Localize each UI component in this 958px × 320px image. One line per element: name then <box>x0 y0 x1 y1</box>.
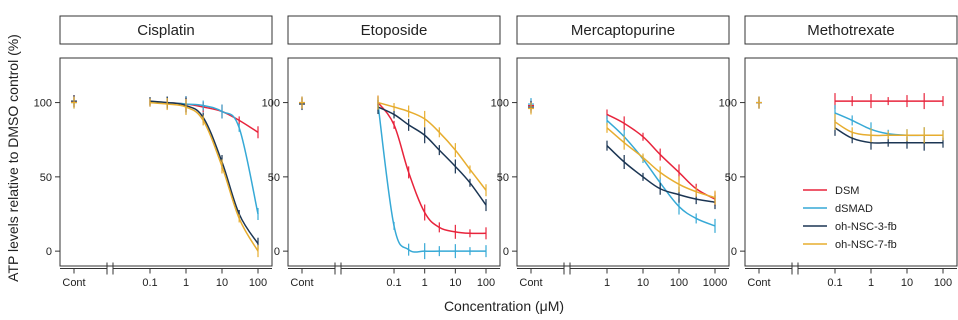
x-tick-label: 10 <box>216 277 228 289</box>
x-tick-label: 1000 <box>703 277 727 289</box>
legend-label: oh-NSC-3-fb <box>835 221 897 233</box>
x-tick-label: 10 <box>637 277 649 289</box>
x-tick-label-cont: Cont <box>290 277 313 289</box>
series-dsmad <box>528 98 716 233</box>
legend-label: oh-NSC-7-fb <box>835 239 897 251</box>
panel-title-box <box>287 15 501 45</box>
x-tick-label: 0.1 <box>827 277 842 289</box>
x-tick-label: 10 <box>449 277 461 289</box>
plot-frame <box>744 57 958 267</box>
y-tick-label: 100 <box>34 98 52 110</box>
x-tick-label: 100 <box>477 277 495 289</box>
series-line <box>377 106 487 206</box>
panel-methotrexate: Methotrexate Cont 0.1 1 10 100 0 50 100 DSM dSMAD o… <box>719 15 958 289</box>
y-tick-label: 0 <box>46 246 52 258</box>
x-tick-label-cont: Cont <box>519 277 542 289</box>
x-tick-label: 0.1 <box>142 277 157 289</box>
legend-label: DSM <box>835 185 859 197</box>
panel-title: Mercaptopurine <box>571 22 675 39</box>
series-line <box>149 101 259 252</box>
series-dsm <box>528 99 716 207</box>
x-tick-label: 100 <box>670 277 688 289</box>
y-tick-label: 50 <box>497 172 509 184</box>
y-tick-label: 0 <box>503 246 509 258</box>
series-oh-nsc-7-fb <box>756 96 944 144</box>
y-tick-label: 100 <box>262 98 280 110</box>
plot-frame <box>516 57 730 267</box>
series-oh-nsc-3-fb <box>528 101 716 210</box>
series-dsmad <box>71 96 259 220</box>
y-tick-label: 50 <box>725 172 737 184</box>
series-line <box>377 101 487 191</box>
panel-etoposide: Etoposide Cont 0.1 1 10 100 0 50 100 <box>262 15 501 289</box>
y-axis-title: ATP levels relative to DMSO control (%) <box>5 34 21 282</box>
y-tick-label: 100 <box>719 98 737 110</box>
y-tick-label: 50 <box>40 172 52 184</box>
series-oh-nsc-7-fb <box>528 102 716 205</box>
x-tick-label-cont: Cont <box>747 277 770 289</box>
panel-mercaptopurine: Mercaptopurine Cont 1 10 100 1000 0 50 100 <box>491 15 730 289</box>
legend: DSM dSMAD oh-NSC-3-fb oh-NSC-7-fb <box>803 185 897 251</box>
series-line <box>606 113 716 200</box>
series-line <box>606 127 716 199</box>
plot-frame <box>287 57 501 267</box>
panel-title: Etoposide <box>361 22 428 39</box>
legend-label: dSMAD <box>835 203 873 215</box>
series-line <box>377 103 486 253</box>
x-tick-label: 0.1 <box>386 277 401 289</box>
x-tick-label-cont: Cont <box>62 277 85 289</box>
panel-title-box <box>744 15 958 45</box>
y-tick-label: 0 <box>274 246 280 258</box>
series-oh-nsc-7-fb <box>71 96 259 258</box>
plot-frame <box>59 57 273 267</box>
x-tick-label: 10 <box>901 277 913 289</box>
x-tick-label: 1 <box>183 277 189 289</box>
y-tick-label: 50 <box>268 172 280 184</box>
x-tick-label: 100 <box>249 277 267 289</box>
series-oh-nsc-3-fb <box>756 96 944 151</box>
panel-title-box <box>516 15 730 45</box>
x-axis-title: Concentration (μM) <box>444 298 564 314</box>
series-dsm <box>756 93 944 110</box>
panel-cisplatin: Cisplatin Cont 0.1 1 10 100 0 50 100 <box>34 15 273 289</box>
x-tick-label: 1 <box>868 277 874 289</box>
x-tick-label: 100 <box>934 277 952 289</box>
series-line <box>377 102 487 235</box>
panel-title-box <box>59 15 273 45</box>
panel-title: Methotrexate <box>807 22 895 39</box>
y-tick-label: 100 <box>491 98 509 110</box>
x-tick-label: 1 <box>604 277 610 289</box>
series-oh-nsc-7-fb <box>299 95 487 197</box>
x-tick-label: 1 <box>422 277 428 289</box>
panel-title: Cisplatin <box>137 22 195 39</box>
y-tick-label: 0 <box>731 246 737 258</box>
series-oh-nsc-3-fb <box>71 95 259 250</box>
